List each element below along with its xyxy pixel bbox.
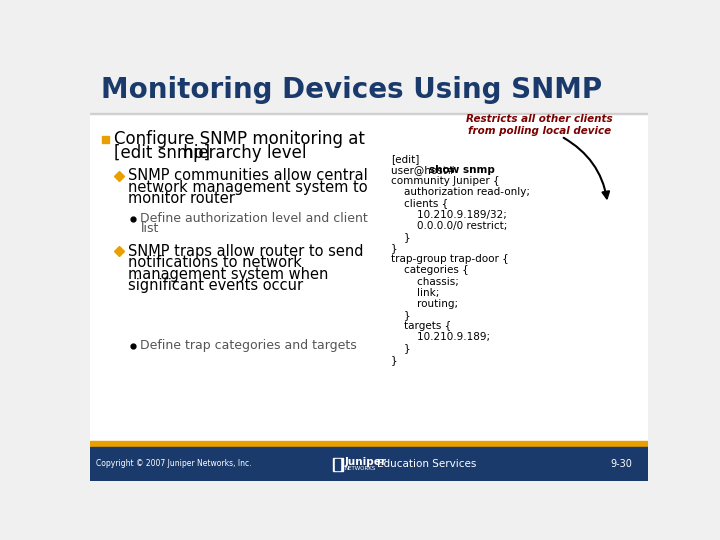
Text: clients {: clients { bbox=[391, 198, 448, 208]
Text: }: } bbox=[391, 343, 410, 354]
Text: chassis;: chassis; bbox=[391, 276, 459, 287]
Text: monitor router: monitor router bbox=[128, 191, 235, 206]
Text: Restricts all other clients
from polling local device: Restricts all other clients from polling… bbox=[466, 114, 613, 136]
Bar bbox=[335, 459, 341, 470]
Text: user@host#: user@host# bbox=[391, 165, 459, 175]
Text: SNMP traps allow router to send: SNMP traps allow router to send bbox=[128, 244, 364, 259]
Text: Configure SNMP monitoring at: Configure SNMP monitoring at bbox=[114, 131, 365, 149]
Text: Copyright © 2007 Juniper Networks, Inc.: Copyright © 2007 Juniper Networks, Inc. bbox=[96, 459, 252, 468]
Bar bbox=[90, 441, 648, 447]
Text: Monitoring Devices Using SNMP: Monitoring Devices Using SNMP bbox=[101, 76, 602, 104]
Text: 0.0.0.0/0 restrict;: 0.0.0.0/0 restrict; bbox=[391, 221, 507, 231]
Text: routing;: routing; bbox=[391, 299, 458, 309]
Text: }: } bbox=[391, 310, 410, 320]
Text: authorization read-only;: authorization read-only; bbox=[391, 187, 530, 197]
Text: NETWORKS: NETWORKS bbox=[344, 466, 375, 471]
Text: Define trap categories and targets: Define trap categories and targets bbox=[140, 339, 357, 353]
Text: Define authorization level and client: Define authorization level and client bbox=[140, 212, 368, 225]
Bar bbox=[90, 447, 648, 481]
Text: community Juniper {: community Juniper { bbox=[391, 176, 500, 186]
Text: [edit]: [edit] bbox=[391, 154, 419, 164]
Text: management system when: management system when bbox=[128, 267, 328, 282]
Text: hierarchy level: hierarchy level bbox=[178, 144, 306, 163]
Text: }: } bbox=[391, 243, 397, 253]
Text: targets {: targets { bbox=[391, 321, 451, 331]
Text: notifications to network: notifications to network bbox=[128, 255, 302, 270]
Text: show snmp: show snmp bbox=[430, 165, 495, 175]
Bar bbox=[333, 457, 343, 471]
Text: [edit snmp]: [edit snmp] bbox=[114, 144, 210, 163]
Text: Juniper: Juniper bbox=[344, 457, 386, 467]
Bar bbox=[102, 136, 109, 143]
Text: 10.210.9.189;: 10.210.9.189; bbox=[391, 333, 490, 342]
Text: }: } bbox=[391, 355, 397, 365]
Text: categories {: categories { bbox=[391, 265, 469, 275]
Text: }: } bbox=[391, 232, 410, 242]
Text: 10.210.9.189/32;: 10.210.9.189/32; bbox=[391, 210, 507, 220]
Bar bbox=[90, 112, 648, 114]
Text: SNMP communities allow central: SNMP communities allow central bbox=[128, 168, 368, 183]
Text: link;: link; bbox=[391, 288, 439, 298]
Text: network management system to: network management system to bbox=[128, 180, 368, 195]
Text: trap-group trap-door {: trap-group trap-door { bbox=[391, 254, 508, 264]
Bar bbox=[90, 65, 648, 112]
Text: 9-30: 9-30 bbox=[611, 458, 632, 469]
Text: Education Services: Education Services bbox=[377, 458, 476, 469]
Text: significant events occur: significant events occur bbox=[128, 278, 303, 293]
Text: list: list bbox=[140, 222, 158, 235]
